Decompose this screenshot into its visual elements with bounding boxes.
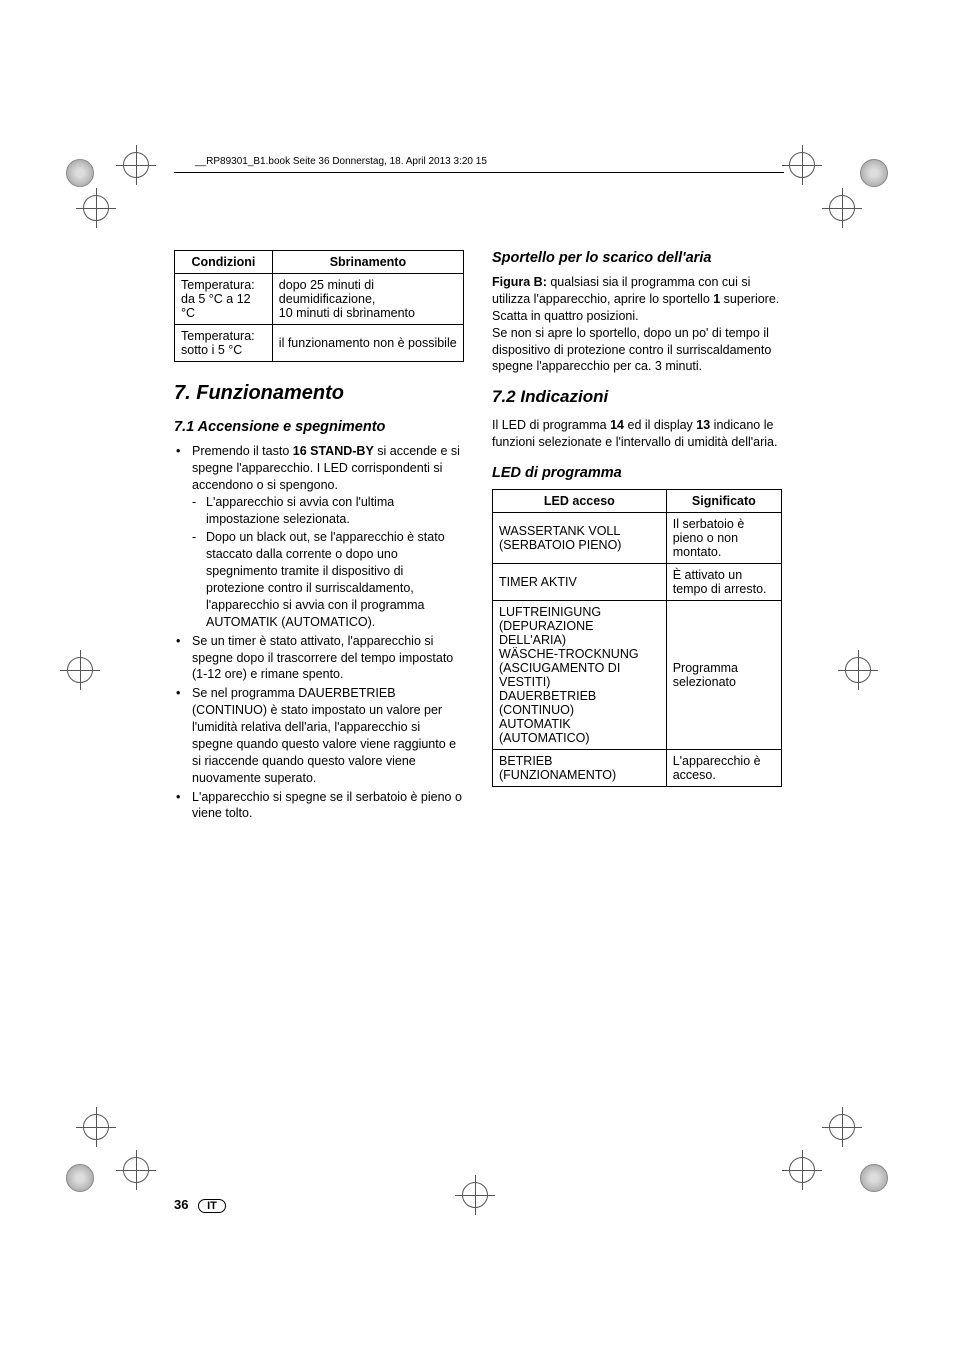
sportello-p1: Figura B: qualsiasi sia il programma con…: [492, 274, 782, 325]
registration-mark-br2-cross: [822, 1107, 878, 1163]
page-footer: 36 IT: [174, 1197, 226, 1213]
table2-cell-0-0: WASSERTANK VOLL (SERBATOIO PIENO): [493, 513, 667, 564]
bullet-1: Premendo il tasto 16 STAND-BY si accende…: [174, 443, 464, 631]
table1-header-1: Sbrinamento: [272, 251, 463, 274]
led-title: LED di programma: [492, 465, 782, 481]
header-rule: [174, 172, 784, 173]
subbullet-2: Dopo un black out, se l'apparecchio è st…: [192, 529, 464, 630]
table1-cell-0-1: dopo 25 minuti di deumidificazione, 10 m…: [272, 274, 463, 325]
registration-mark-tl2-cross: [76, 188, 132, 244]
table2-cell-3-1: L'apparecchio è acceso.: [666, 750, 781, 787]
bullet-4: L'apparecchio si spegne se il serbatoio …: [174, 789, 464, 823]
page-number: 36: [174, 1197, 188, 1212]
table2-cell-2-0: LUFTREINIGUNG (DEPURAZIONE DELL'ARIA) WÄ…: [493, 601, 667, 750]
table1-header-0: Condizioni: [175, 251, 273, 274]
lang-badge: IT: [198, 1199, 226, 1213]
table2-header-1: Significato: [666, 490, 781, 513]
table2-cell-0-1: Il serbatoio è pieno o non montato.: [666, 513, 781, 564]
right-column: Sportello per lo scarico dell'aria Figur…: [492, 250, 782, 824]
table1-cell-1-0: Temperatura: sotto i 5 °C: [175, 325, 273, 362]
left-column: Condizioni Sbrinamento Temperatura: da 5…: [174, 250, 464, 824]
led-table: LED acceso Significato WASSERTANK VOLL (…: [492, 489, 782, 787]
bullet-list: Premendo il tasto 16 STAND-BY si accende…: [174, 443, 464, 822]
registration-mark-mr-cross: [838, 650, 894, 706]
registration-mark-bc-cross: [455, 1175, 511, 1231]
section-7-title: 7. Funzionamento: [174, 382, 464, 405]
table2-header-0: LED acceso: [493, 490, 667, 513]
page-content: Condizioni Sbrinamento Temperatura: da 5…: [174, 250, 784, 824]
table2-cell-3-0: BETRIEB (FUNZIONAMENTO): [493, 750, 667, 787]
section-7-2-title: 7.2 Indicazioni: [492, 387, 782, 407]
conditions-table: Condizioni Sbrinamento Temperatura: da 5…: [174, 250, 464, 362]
bullet-2: Se un timer è stato attivato, l'apparecc…: [174, 633, 464, 684]
section-7-1-title: 7.1 Accensione e spegnimento: [174, 419, 464, 435]
table1-cell-0-0: Temperatura: da 5 °C a 12 °C: [175, 274, 273, 325]
table2-cell-2-1: Programma selezionato: [666, 601, 781, 750]
registration-mark-bl2-cross: [76, 1107, 132, 1163]
table2-cell-1-0: TIMER AKTIV: [493, 564, 667, 601]
table2-cell-1-1: È attivato un tempo di arresto.: [666, 564, 781, 601]
header-text: __RP89301_B1.book Seite 36 Donnerstag, 1…: [195, 156, 487, 167]
table1-cell-1-1: il funzionamento non è possibile: [272, 325, 463, 362]
bullet-3: Se nel programma DAUERBETRIEB (CONTINUO)…: [174, 685, 464, 786]
sportello-p2: Se non si apre lo sportello, dopo un po'…: [492, 325, 782, 376]
sportello-title: Sportello per lo scarico dell'aria: [492, 250, 782, 266]
subbullet-1: L'apparecchio si avvia con l'ultima impo…: [192, 494, 464, 528]
registration-mark-tr2-cross: [822, 188, 878, 244]
registration-mark-ml-cross: [60, 650, 116, 706]
s72-intro: Il LED di programma 14 ed il display 13 …: [492, 417, 782, 451]
